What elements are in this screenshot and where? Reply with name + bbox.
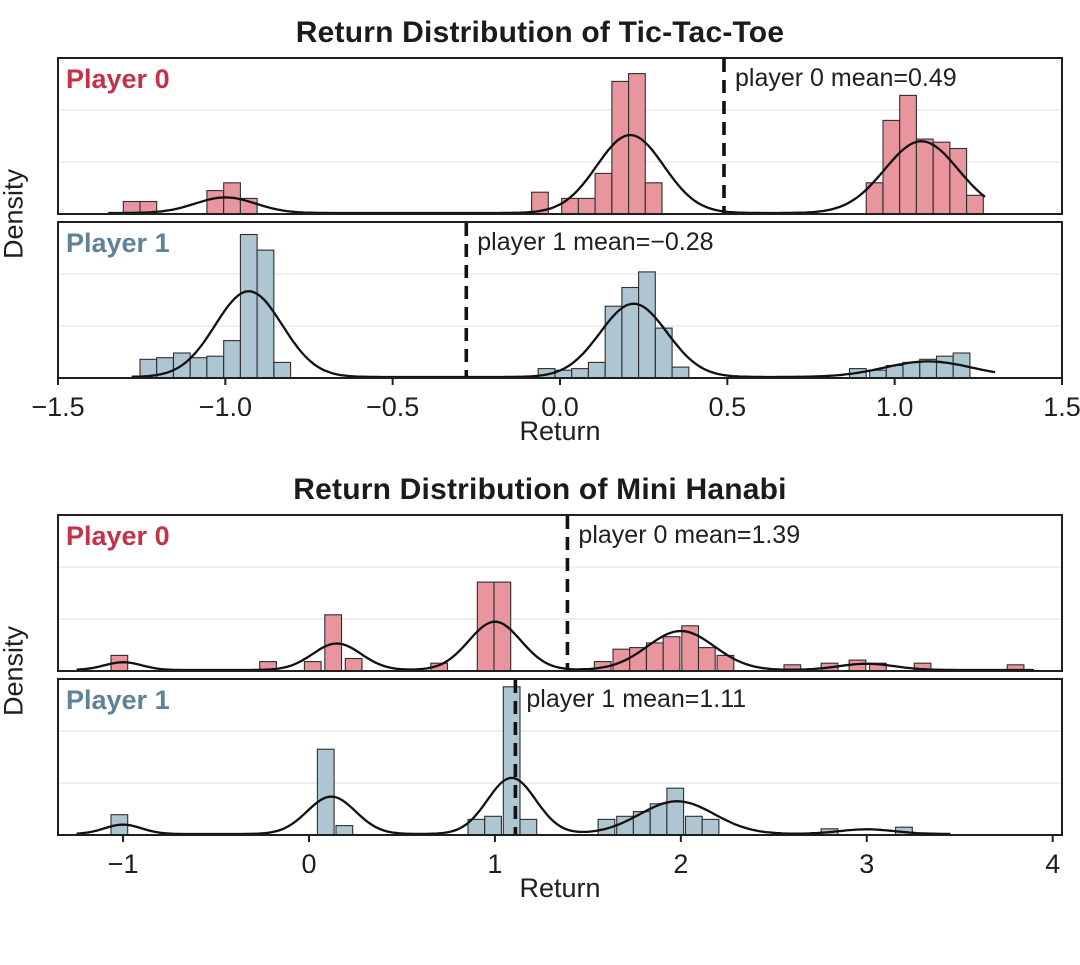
chart-body-tictactoe: Density player 0 mean=0.49 Player 0 player… [0,56,1080,416]
mini-hanabi-plot: player 0 mean=1.39 Player 0 player 1 mean=… [57,514,1063,873]
x-tick-label: −1.0 [199,392,252,416]
histogram-bar [949,147,968,215]
player-label: Player 0 [66,521,170,551]
player-label: Player 1 [66,228,170,258]
histogram-bar [671,366,690,379]
mean-annotation: player 0 mean=1.39 [578,521,800,549]
histogram-bar [316,748,335,836]
x-tick-label: 0.5 [709,392,747,416]
panel-player-1: player 1 mean=−0.28 Player 1 [57,221,1063,379]
chart-body-mini-hanabi: Density player 0 mean=1.39 Player 0 player… [0,513,1080,873]
histogram-bar [899,94,917,215]
player-label: Player 1 [66,685,170,715]
histogram-bar [519,818,538,836]
histogram-bar [206,190,225,215]
tictactoe-plot: player 0 mean=0.49 Player 0 player 1 mean=… [31,57,1080,416]
histogram-bar [684,815,703,836]
histogram-bar [645,642,664,672]
histogram-bar [621,286,640,379]
x-axis-label: Return [519,873,601,903]
x-tick-label: 0.0 [541,392,579,416]
histogram-bar [189,357,208,379]
histogram-bar [571,368,589,379]
panel-player-1: player 1 mean=1.11 Player 1 [57,678,1063,836]
histogram-bar [594,172,613,215]
figure-mini-hanabi: Return Distribution of Mini Hanabi Densi… [0,473,1080,904]
histogram-bar [932,141,951,215]
histogram-bar [662,636,681,672]
x-tick-label: 4 [1045,849,1060,873]
x-tick-label: 3 [859,849,874,873]
y-axis-label: Density [0,169,29,260]
histogram-bar [344,657,363,672]
histogram-bars [110,686,913,836]
chart-title-mini-hanabi: Return Distribution of Mini Hanabi [293,473,787,506]
mean-annotation: player 1 mean=−0.28 [477,228,713,256]
mean-annotation: player 0 mean=0.49 [735,64,957,92]
x-tick-label: −0.5 [366,392,419,416]
kde-curve [108,133,986,215]
panel-border [57,514,1063,672]
histogram-bar [577,197,596,215]
chart-title-tictactoe: Return Distribution of Tic-Tac-Toe [295,16,785,49]
x-tick-label: 1.5 [1043,392,1080,416]
kde-curve [131,290,996,379]
panel-border [57,57,1063,215]
player-label: Player 0 [66,64,170,94]
histogram-bar [476,581,495,672]
histogram-bar [628,73,646,215]
histogram-bar [697,647,716,672]
x-tick-label: 1 [487,849,502,873]
histogram-bar [335,825,354,836]
histogram-bar [273,361,292,379]
histogram-bar [239,233,258,379]
histogram-bar [966,194,984,215]
histogram-bar [666,787,685,836]
mean-annotation: player 1 mean=1.11 [526,685,746,713]
histogram-bar [223,340,241,379]
x-axis-label: Return [519,416,601,446]
panel-background [58,515,1062,671]
panel-player-0: player 0 mean=1.39 Player 0 [57,514,1063,672]
histogram-bar [638,271,656,379]
x-tick-label: −1 [108,849,139,873]
histogram-bar [502,686,521,836]
histogram-bar [915,138,934,215]
histogram-bar [611,80,630,215]
panel-player-0: player 0 mean=0.49 Player 0 [57,57,1063,215]
histogram-bar [644,182,663,215]
histogram-bar [256,249,275,379]
histogram-bar [629,647,647,672]
x-tick-label: 0 [301,849,316,873]
histogram-bar [484,815,502,836]
histogram-bar [701,818,720,836]
histogram-bar [935,355,954,379]
x-tick-label: −1.5 [31,392,84,416]
histogram-bar [303,661,322,672]
y-axis-label: Density [0,626,29,717]
panel-border [57,678,1063,836]
panel-background [58,679,1062,835]
x-tick-label: 1.0 [876,392,914,416]
x-tick-label: 2 [673,849,688,873]
figure-tictactoe: Return Distribution of Tic-Tac-Toe Densi… [0,16,1080,447]
histogram-bar [587,361,606,379]
histogram-bar [902,361,921,379]
histogram-bar [206,355,225,379]
